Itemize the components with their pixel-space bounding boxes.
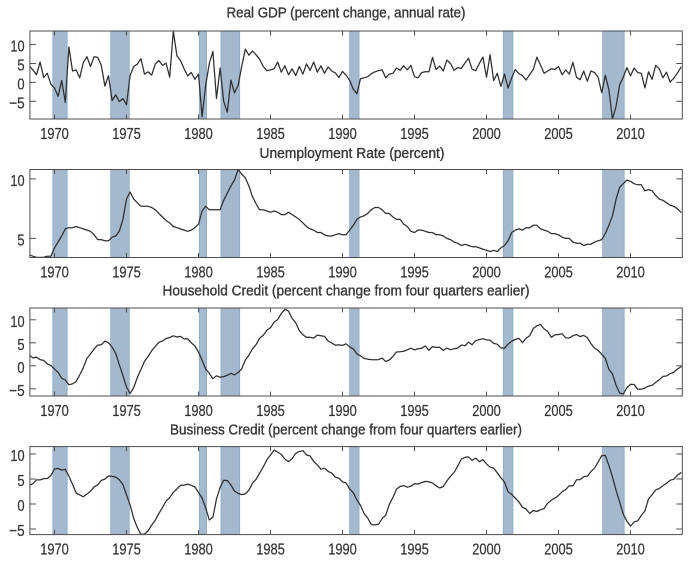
svg-text:1995: 1995	[400, 265, 429, 282]
svg-text:2005: 2005	[544, 403, 573, 420]
svg-text:1985: 1985	[256, 265, 285, 282]
svg-text:2000: 2000	[472, 403, 501, 420]
svg-text:2005: 2005	[544, 542, 573, 559]
svg-text:0: 0	[17, 360, 24, 377]
svg-text:1975: 1975	[112, 265, 141, 282]
svg-text:2000: 2000	[472, 542, 501, 559]
svg-text:−5: −5	[9, 95, 24, 112]
svg-text:1970: 1970	[40, 126, 69, 143]
svg-text:5: 5	[17, 337, 24, 354]
svg-text:1980: 1980	[184, 126, 213, 143]
svg-text:Real GDP (percent change, annu: Real GDP (percent change, annual rate)	[227, 4, 466, 21]
svg-text:1980: 1980	[184, 403, 213, 420]
svg-text:1995: 1995	[400, 542, 429, 559]
svg-text:−5: −5	[9, 383, 24, 400]
svg-text:2000: 2000	[472, 126, 501, 143]
svg-text:1990: 1990	[328, 542, 357, 559]
svg-text:1970: 1970	[40, 265, 69, 282]
svg-text:2005: 2005	[544, 126, 573, 143]
svg-text:10: 10	[10, 314, 24, 331]
svg-text:Business Credit (percent chang: Business Credit (percent change from fou…	[170, 421, 522, 438]
svg-text:2010: 2010	[616, 403, 645, 420]
svg-text:2010: 2010	[616, 265, 645, 282]
svg-text:1985: 1985	[256, 403, 285, 420]
svg-text:1970: 1970	[40, 542, 69, 559]
svg-text:5: 5	[17, 473, 24, 490]
svg-text:1980: 1980	[184, 542, 213, 559]
svg-text:Unemployment Rate (percent): Unemployment Rate (percent)	[260, 145, 445, 162]
svg-text:1975: 1975	[112, 542, 141, 559]
svg-text:1975: 1975	[112, 403, 141, 420]
svg-text:Household Credit (percent chan: Household Credit (percent change from fo…	[163, 283, 530, 300]
svg-text:1985: 1985	[256, 126, 285, 143]
svg-text:−5: −5	[9, 523, 24, 540]
svg-text:1995: 1995	[400, 403, 429, 420]
svg-text:5: 5	[17, 232, 24, 249]
svg-text:2000: 2000	[472, 265, 501, 282]
svg-text:1990: 1990	[328, 403, 357, 420]
svg-text:2010: 2010	[616, 542, 645, 559]
svg-text:1990: 1990	[328, 126, 357, 143]
svg-text:10: 10	[10, 39, 24, 56]
svg-text:10: 10	[10, 173, 24, 190]
svg-text:1975: 1975	[112, 126, 141, 143]
svg-text:1990: 1990	[328, 265, 357, 282]
svg-text:1980: 1980	[184, 265, 213, 282]
svg-text:0: 0	[17, 498, 24, 515]
svg-text:5: 5	[17, 58, 24, 75]
svg-text:0: 0	[17, 76, 24, 93]
svg-text:1995: 1995	[400, 126, 429, 143]
svg-text:2005: 2005	[544, 265, 573, 282]
svg-text:10: 10	[10, 448, 24, 465]
svg-text:1985: 1985	[256, 542, 285, 559]
svg-text:2010: 2010	[616, 126, 645, 143]
svg-text:1970: 1970	[40, 403, 69, 420]
